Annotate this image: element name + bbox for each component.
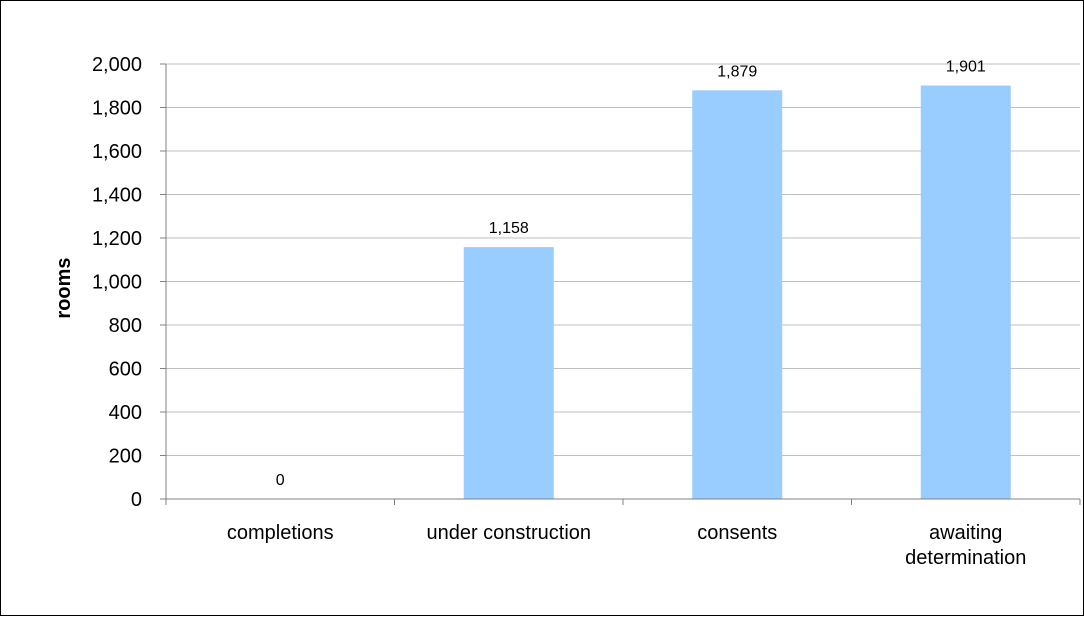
y-tick-labels: 0 200 400 600 800 1,000 1,200 1,400 1,600 1,800 2,…: [92, 54, 142, 511]
y-tick-label: 1,000: [92, 272, 142, 294]
bar: [692, 90, 783, 499]
y-axis-title: rooms: [53, 257, 75, 318]
y-tick-label: 200: [109, 446, 142, 468]
category-label: completions: [227, 522, 334, 544]
bars: [463, 85, 1011, 499]
y-tick-label: 1,600: [92, 141, 142, 163]
y-tick-label: 800: [109, 315, 142, 337]
y-tick-label: 1,200: [92, 228, 142, 250]
y-tick-label: 600: [109, 359, 142, 381]
y-tick-label: 2,000: [92, 54, 142, 76]
category-labels: completions under construction consents awa…: [227, 522, 1026, 569]
category-label: under construction: [426, 522, 591, 544]
y-tick-label: 1,800: [92, 98, 142, 120]
data-label: 0: [276, 472, 285, 489]
axes: [160, 63, 1081, 505]
y-tick-label: 1,400: [92, 185, 142, 207]
bar: [920, 85, 1011, 499]
data-label: 1,901: [946, 59, 986, 76]
category-label: awaiting determination: [905, 522, 1026, 569]
y-tick-label: 400: [109, 402, 142, 424]
gridlines: [166, 63, 1080, 456]
bar: [463, 247, 554, 499]
data-label: 1,158: [489, 220, 529, 237]
y-tick-label: 0: [131, 489, 142, 511]
data-labels: 0 1,158 1,879 1,901: [276, 59, 986, 489]
data-label: 1,879: [717, 63, 757, 80]
category-label: consents: [697, 522, 777, 544]
